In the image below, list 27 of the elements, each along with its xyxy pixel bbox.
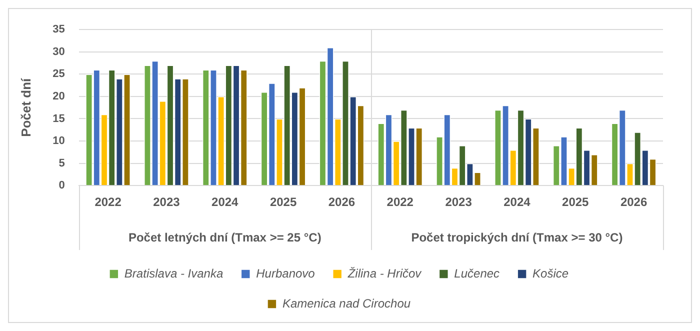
text: Počet letných dní (Tmax >= 25 °C) bbox=[128, 230, 322, 244]
legend-label: Lučenec bbox=[454, 266, 500, 280]
x-tick-label: 2026 bbox=[328, 195, 356, 210]
x-tick-label: 2026 bbox=[620, 195, 648, 210]
x-tick-label: 2024 bbox=[212, 195, 239, 210]
legend-label: Kamenica nad Cirochou bbox=[282, 296, 411, 310]
x-tick-label: 2022 bbox=[386, 195, 414, 210]
legend-label: Žilina - Hričov bbox=[346, 266, 422, 280]
y-tick-label: 20 bbox=[52, 90, 65, 102]
x-tick-label: 2025 bbox=[270, 195, 297, 210]
y-tick-label: 0 bbox=[58, 180, 65, 192]
y-tick-label: 25 bbox=[52, 68, 65, 80]
y-tick-label: 5 bbox=[58, 157, 65, 170]
y-tick-label: 30 bbox=[52, 46, 65, 58]
y-tick-label: 35 bbox=[52, 24, 65, 36]
legend-label: Košice bbox=[532, 266, 569, 280]
x-tick-label: 2023 bbox=[153, 195, 180, 210]
x-tick-label: 2023 bbox=[445, 195, 472, 210]
y-axis-title: Počet dní bbox=[18, 78, 34, 137]
y-tick-label: 15 bbox=[52, 112, 65, 125]
y-tick-label: 10 bbox=[52, 135, 65, 148]
x-tick-label: 2022 bbox=[94, 195, 122, 210]
x-tick-label: 2024 bbox=[504, 195, 531, 210]
legend-label: Hurbanovo bbox=[256, 266, 316, 280]
text: Počet tropických dní (Tmax >= 30 °C) bbox=[411, 230, 623, 244]
legend-label: Bratislava - Ivanka bbox=[124, 266, 224, 280]
x-tick-label: 2025 bbox=[562, 195, 590, 210]
